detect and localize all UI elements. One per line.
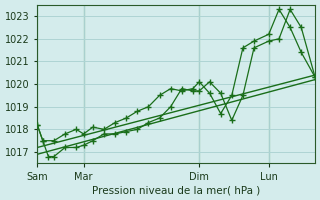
- X-axis label: Pression niveau de la mer( hPa ): Pression niveau de la mer( hPa ): [92, 185, 260, 195]
